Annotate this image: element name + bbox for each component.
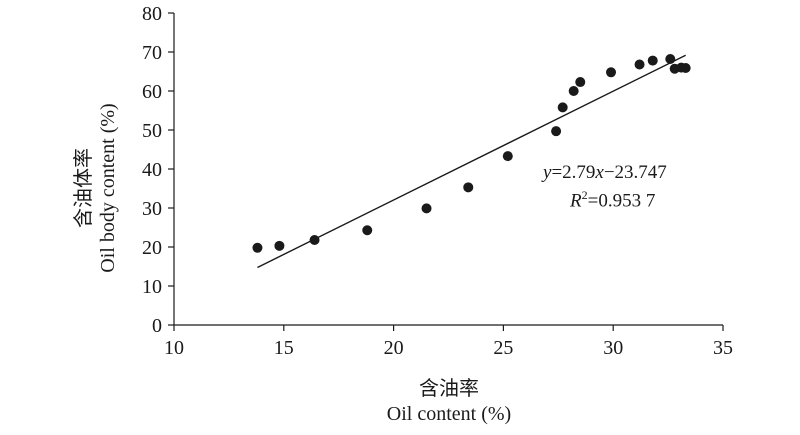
y-axis-label-cn: 含油体率 [73, 148, 95, 228]
y-tick-label: 0 [152, 315, 162, 337]
data-point [665, 54, 676, 65]
y-tick-label: 10 [142, 276, 162, 298]
fit-line [257, 54, 686, 269]
y-tick-label: 60 [142, 81, 162, 103]
data-point [252, 242, 263, 253]
y-axis-label-en: Oil body content (%) [97, 103, 119, 273]
x-tick-label: 25 [493, 337, 513, 359]
data-point [421, 203, 432, 214]
y-tick-label: 50 [142, 120, 162, 142]
data-point [551, 126, 562, 137]
equation-slope: =2.79 [551, 162, 596, 183]
r2-sup: 2 [581, 188, 588, 202]
x-axis-label-en: Oil content (%) [386, 403, 512, 425]
data-points [252, 54, 691, 253]
equation-intercept: −23.747 [603, 162, 667, 183]
y-tick-label: 70 [142, 42, 162, 64]
y-tick-label: 30 [142, 198, 162, 220]
x-tick-label: 10 [164, 337, 184, 359]
data-point [463, 182, 474, 193]
data-point [274, 240, 285, 251]
fit-equation: y=2.79x−23.747 [543, 162, 667, 184]
data-point [647, 55, 658, 66]
data-point [502, 151, 513, 162]
y-tick-label: 80 [142, 3, 162, 25]
data-point [309, 234, 320, 245]
x-tick-label: 20 [384, 337, 404, 359]
x-tick-label: 30 [603, 337, 623, 359]
y-tick-label: 20 [142, 237, 162, 259]
x-axis-label-cn: 含油率 [419, 378, 479, 400]
r2-value: =0.953 7 [587, 190, 656, 212]
data-point [634, 59, 645, 70]
data-point [362, 225, 373, 236]
data-point [568, 86, 579, 96]
data-point [557, 102, 568, 113]
x-tick-label: 15 [274, 337, 294, 359]
r-squared: R2=0.953 7 [570, 188, 655, 212]
y-tick-label: 40 [142, 159, 162, 181]
regression-line [257, 54, 686, 269]
r2-label: R [570, 190, 582, 212]
equation-x: x [595, 162, 604, 183]
y-ticks: 0 10 20 30 40 50 60 70 80 [142, 3, 174, 337]
equation-y: y [543, 162, 552, 183]
x-ticks: 10 15 20 25 30 35 [164, 325, 733, 359]
x-tick-label: 35 [713, 337, 733, 359]
data-point [575, 77, 586, 88]
data-point [606, 67, 617, 78]
data-point [680, 62, 691, 73]
